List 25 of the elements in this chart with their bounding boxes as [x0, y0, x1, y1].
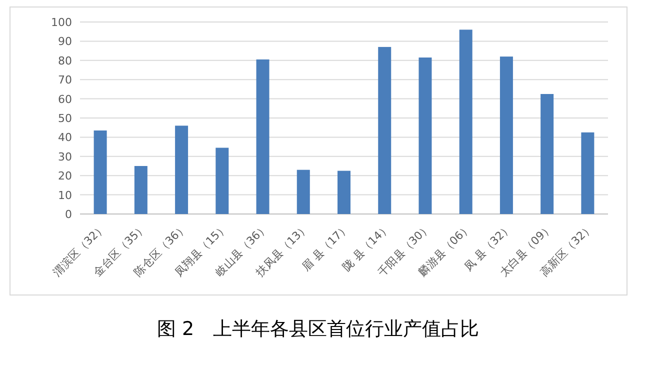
y-tick-label: 90 [58, 35, 72, 48]
y-tick-label: 0 [65, 208, 72, 221]
bar [540, 94, 554, 214]
bar [216, 148, 229, 214]
y-tick-label: 80 [58, 54, 72, 68]
y-tick-label: 60 [58, 92, 72, 106]
y-tick-label: 40 [58, 131, 72, 144]
bar [338, 170, 350, 214]
bar [175, 126, 188, 214]
bar [500, 56, 513, 214]
y-tick-label: 70 [58, 74, 72, 87]
text: 图 2 上半年各县区首位行业产值占比 [156, 318, 480, 340]
y-tick-label: 20 [58, 170, 72, 183]
bar [378, 46, 392, 214]
y-tick-label: 10 [58, 188, 72, 202]
bar [94, 130, 107, 214]
bar [459, 30, 472, 214]
y-tick-label: 100 [51, 16, 72, 29]
y-tick-label: 50 [58, 112, 72, 125]
bar [256, 59, 270, 214]
bar [418, 58, 432, 214]
y-tick-label: 30 [58, 150, 72, 164]
bar [296, 170, 310, 214]
bar [134, 166, 148, 214]
bar [581, 132, 594, 214]
